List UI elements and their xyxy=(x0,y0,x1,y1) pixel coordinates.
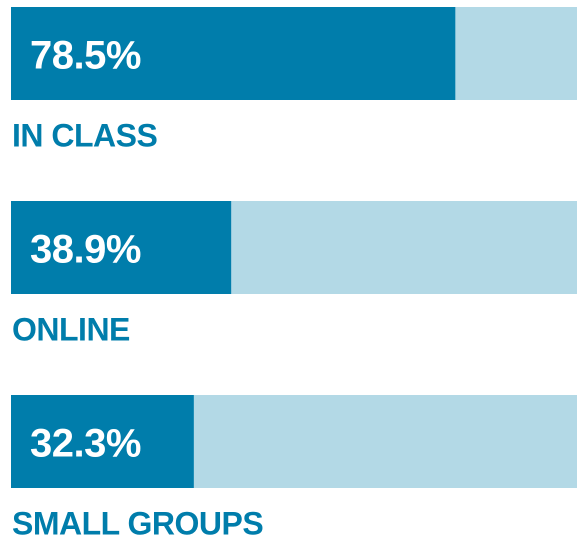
value-label: 78.5% xyxy=(30,34,141,78)
category-label: SMALL GROUPS xyxy=(12,505,263,538)
value-label: 38.9% xyxy=(30,228,141,272)
value-label: 32.3% xyxy=(30,422,141,466)
bar xyxy=(11,201,232,294)
bar xyxy=(11,395,194,488)
category-label: ONLINE xyxy=(12,311,130,347)
category-label: IN CLASS xyxy=(12,117,158,153)
bar xyxy=(11,7,456,100)
